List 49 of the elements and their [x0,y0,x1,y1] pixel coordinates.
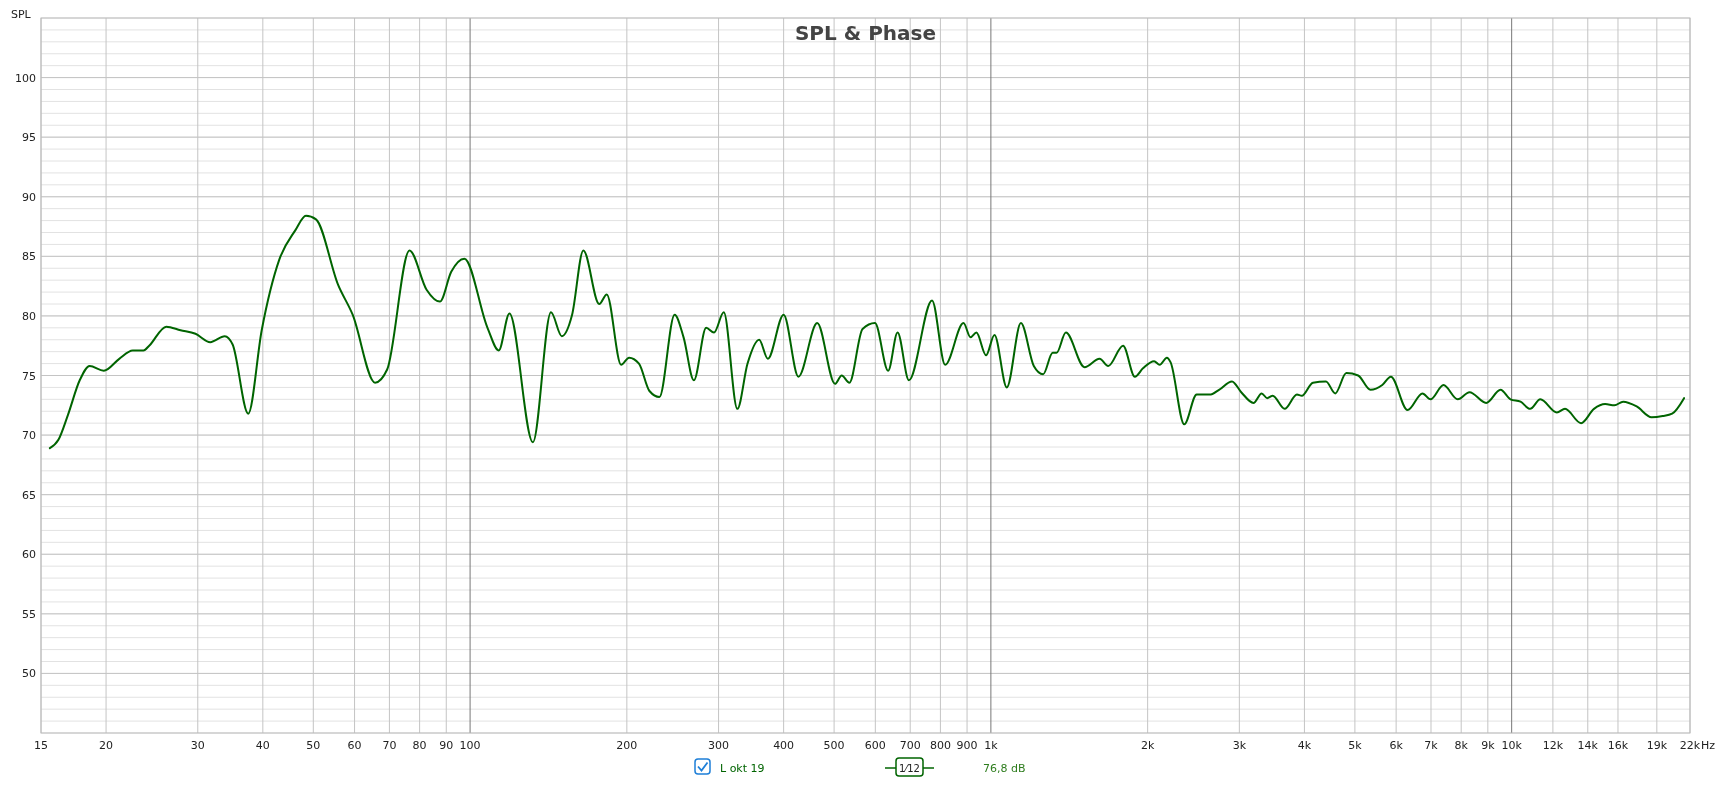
x-tick-label: 10k [1501,739,1523,752]
y-tick-label: 65 [22,488,36,502]
x-tick-label: 200 [616,739,638,752]
text: 76,8 dB [983,762,1026,775]
x-tick-label: 5k [1348,739,1363,752]
y-tick-label: 80 [22,309,36,323]
x-tick-label: 8k [1454,739,1469,752]
x-tick-label: 40 [255,739,270,752]
y-tick-label: 95 [22,131,36,145]
x-tick-label: 1k [984,739,999,752]
y-tick-label: 60 [22,548,36,562]
x-tick-label: 700 [899,739,921,752]
x-tick-label: 30 [190,739,205,752]
x-axis-title: Hz [1701,739,1716,752]
x-tick-label: 500 [823,739,845,752]
x-tick-label: 50 [306,739,321,752]
y-tick-label: 50 [22,667,36,681]
x-tick-label: 4k [1297,739,1312,752]
chart-title: SPL & Phase [794,21,937,45]
x-tick-label: 2k [1140,739,1155,752]
y-tick-label: 90 [22,190,36,204]
x-tick-label: 100 [459,739,481,752]
x-tick-label: 70 [382,739,397,752]
x-tick-label: 7k [1424,739,1439,752]
x-tick-label: 6k [1389,739,1404,752]
x-tick-label: 60 [347,739,362,752]
x-tick-label: 9k [1481,739,1496,752]
x-tick-label: 90 [439,739,454,752]
y-tick-label: 55 [22,607,36,621]
x-tick-label: 19k [1646,739,1668,752]
x-tick-label: 900 [956,739,978,752]
y-tick-label: 85 [22,250,36,264]
x-tick-label: 14k [1577,739,1599,752]
y-tick-label: 70 [22,429,36,443]
y-axis-title: SPL [11,8,32,21]
x-tick-label: 800 [929,739,951,752]
x-tick-label: 22k [1679,739,1701,752]
x-tick-label: 400 [773,739,795,752]
x-tick-label: 12k [1542,739,1564,752]
x-tick-label: 20 [99,739,114,752]
x-tick-label: 80 [412,739,427,752]
x-tick-label: 16k [1607,739,1629,752]
y-tick-label: 75 [22,369,36,383]
x-tick-label: 300 [708,739,730,752]
x-tick-label: 15 [34,739,48,752]
y-tick-label: 100 [15,71,36,85]
x-tick-label: 600 [864,739,886,752]
text: L okt 19 [720,762,765,775]
x-tick-label: 3k [1232,739,1247,752]
